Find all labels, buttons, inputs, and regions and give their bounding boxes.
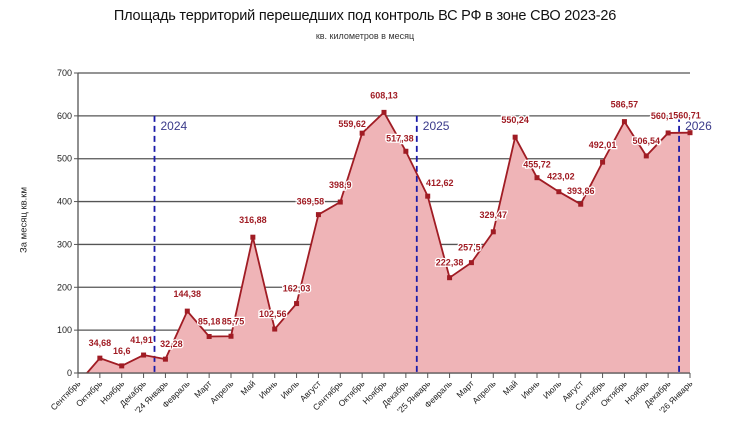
data-label: 32,28	[160, 339, 183, 349]
data-label: 369,58	[297, 197, 325, 207]
x-tick-label: Июнь	[257, 378, 280, 401]
data-marker	[228, 333, 234, 339]
data-label: 41,91	[130, 335, 153, 345]
data-marker	[141, 352, 147, 358]
x-tick-label: Май	[238, 378, 257, 397]
y-tick-label: 600	[57, 111, 72, 121]
y-tick-label: 400	[57, 197, 72, 207]
data-marker	[578, 201, 584, 207]
year-annotation: 2024	[161, 119, 188, 133]
data-marker	[250, 234, 256, 240]
data-marker	[97, 355, 103, 361]
data-marker	[359, 130, 365, 136]
y-tick-label: 200	[57, 282, 72, 292]
data-label: 316,88	[239, 215, 267, 225]
data-label: 560,1	[651, 111, 674, 121]
data-label: 16,6	[113, 346, 131, 356]
data-label: 550,24	[501, 115, 529, 125]
y-tick-label: 300	[57, 239, 72, 249]
area-fill	[78, 112, 690, 374]
data-marker	[119, 363, 125, 369]
data-label: 34,68	[89, 338, 112, 348]
y-tick-label: 0	[67, 368, 72, 378]
data-label: 559,62	[338, 119, 366, 129]
data-marker	[337, 199, 343, 205]
data-label: 85,75	[222, 316, 245, 326]
data-marker	[534, 175, 540, 181]
year-annotation: 2025	[423, 119, 450, 133]
data-label: 492,01	[589, 140, 617, 150]
data-label: 586,57	[611, 100, 639, 110]
data-label: 398,9	[329, 180, 352, 190]
data-marker	[490, 229, 496, 235]
data-label: 85,18	[198, 316, 221, 326]
data-marker	[643, 153, 649, 159]
chart-title: Площадь территорий перешедших под контро…	[113, 8, 617, 24]
data-label: 423,02	[547, 172, 575, 182]
data-marker	[621, 119, 627, 125]
data-marker	[687, 130, 693, 136]
data-label: 608,13	[370, 90, 398, 100]
data-marker	[162, 356, 168, 362]
area-fill-shape	[78, 112, 690, 374]
x-tick-label: Апрель	[470, 378, 498, 406]
chart-subtitle: кв. километров в месяц	[315, 31, 415, 41]
y-tick-label: 700	[57, 68, 72, 78]
data-marker	[403, 148, 409, 154]
data-marker	[294, 301, 300, 307]
data-label: 257,5	[458, 243, 481, 253]
data-label: 455,72	[523, 160, 551, 170]
data-marker	[184, 308, 190, 314]
data-label: 162,03	[283, 284, 311, 294]
data-label: 560,71	[673, 111, 701, 121]
data-marker	[381, 109, 387, 115]
x-tick-label: Май	[501, 378, 520, 397]
data-marker	[468, 260, 474, 266]
data-series	[86, 109, 693, 374]
data-marker	[272, 326, 278, 332]
data-label: 102,56	[259, 309, 287, 319]
data-marker	[600, 159, 606, 165]
x-tick-label: Июнь	[519, 378, 542, 401]
data-label: 144,38	[174, 289, 202, 299]
data-marker	[206, 333, 212, 339]
data-marker	[425, 193, 431, 199]
y-tick-label: 100	[57, 325, 72, 335]
data-marker	[315, 212, 321, 218]
data-marker	[556, 189, 562, 195]
data-marker	[665, 130, 671, 136]
x-tick-label: Апрель	[208, 378, 236, 406]
year-annotation: 2026	[685, 119, 712, 133]
data-label: 412,62	[426, 178, 454, 188]
x-tick-label: Сентябрь	[48, 378, 82, 412]
data-label: 329,47	[480, 210, 508, 220]
data-label: 517,38	[386, 133, 414, 143]
data-marker	[512, 134, 518, 140]
data-label: 393,86	[567, 186, 595, 196]
y-tick-label: 500	[57, 154, 72, 164]
data-label: 506,54	[633, 136, 661, 146]
year-dividers: 2024 2025 2026	[153, 115, 712, 373]
data-marker	[447, 275, 453, 281]
data-label: 222,38	[436, 258, 464, 268]
